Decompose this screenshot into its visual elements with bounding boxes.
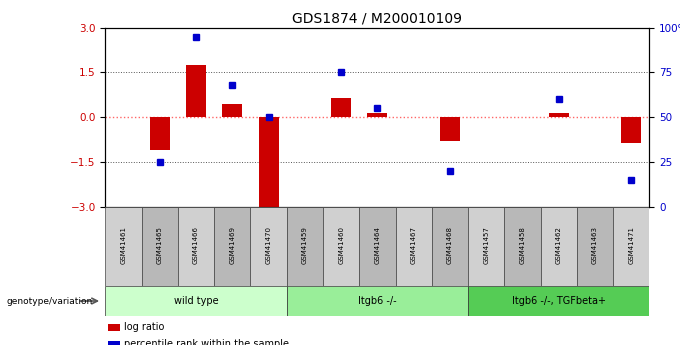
Text: GSM41466: GSM41466	[193, 226, 199, 264]
Text: wild type: wild type	[174, 296, 218, 306]
Text: log ratio: log ratio	[124, 322, 165, 332]
Text: GSM41458: GSM41458	[520, 226, 526, 264]
Bar	[222, 104, 242, 117]
Text: percentile rank within the sample: percentile rank within the sample	[124, 339, 290, 345]
Bar	[359, 207, 396, 286]
Bar	[468, 207, 505, 286]
Bar	[541, 207, 577, 286]
Bar	[150, 117, 170, 150]
Text: GSM41470: GSM41470	[266, 226, 271, 264]
Bar	[186, 65, 206, 117]
Bar	[613, 207, 649, 286]
Bar	[323, 207, 359, 286]
Text: GSM41464: GSM41464	[375, 226, 380, 264]
Bar	[432, 207, 468, 286]
Bar	[250, 207, 287, 286]
Text: Itgb6 -/-: Itgb6 -/-	[358, 296, 396, 306]
Text: GSM41471: GSM41471	[628, 226, 634, 264]
Bar	[105, 286, 287, 316]
Bar	[367, 113, 388, 117]
Bar	[440, 117, 460, 141]
Bar	[577, 207, 613, 286]
Bar	[287, 207, 323, 286]
Bar	[331, 98, 351, 117]
Bar	[214, 207, 250, 286]
Text: GSM41465: GSM41465	[157, 226, 163, 264]
Bar	[258, 117, 279, 208]
Text: GSM41467: GSM41467	[411, 226, 417, 264]
Bar	[549, 113, 568, 117]
Text: GSM41461: GSM41461	[120, 226, 126, 264]
Title: GDS1874 / M200010109: GDS1874 / M200010109	[292, 11, 462, 25]
Text: Itgb6 -/-, TGFbeta+: Itgb6 -/-, TGFbeta+	[512, 296, 606, 306]
Text: GSM41460: GSM41460	[338, 226, 344, 264]
Bar	[141, 207, 178, 286]
Bar	[505, 207, 541, 286]
Bar	[108, 341, 120, 345]
Bar	[468, 286, 649, 316]
Text: GSM41468: GSM41468	[447, 226, 453, 264]
Text: GSM41457: GSM41457	[483, 226, 489, 264]
Text: GSM41463: GSM41463	[592, 226, 598, 264]
Bar	[108, 324, 120, 331]
Text: GSM41462: GSM41462	[556, 226, 562, 264]
Bar	[287, 286, 468, 316]
Text: GSM41459: GSM41459	[302, 226, 308, 264]
Bar	[105, 207, 141, 286]
Bar	[178, 207, 214, 286]
Bar	[622, 117, 641, 143]
Bar	[396, 207, 432, 286]
Text: GSM41469: GSM41469	[229, 226, 235, 264]
Text: genotype/variation: genotype/variation	[7, 296, 93, 306]
